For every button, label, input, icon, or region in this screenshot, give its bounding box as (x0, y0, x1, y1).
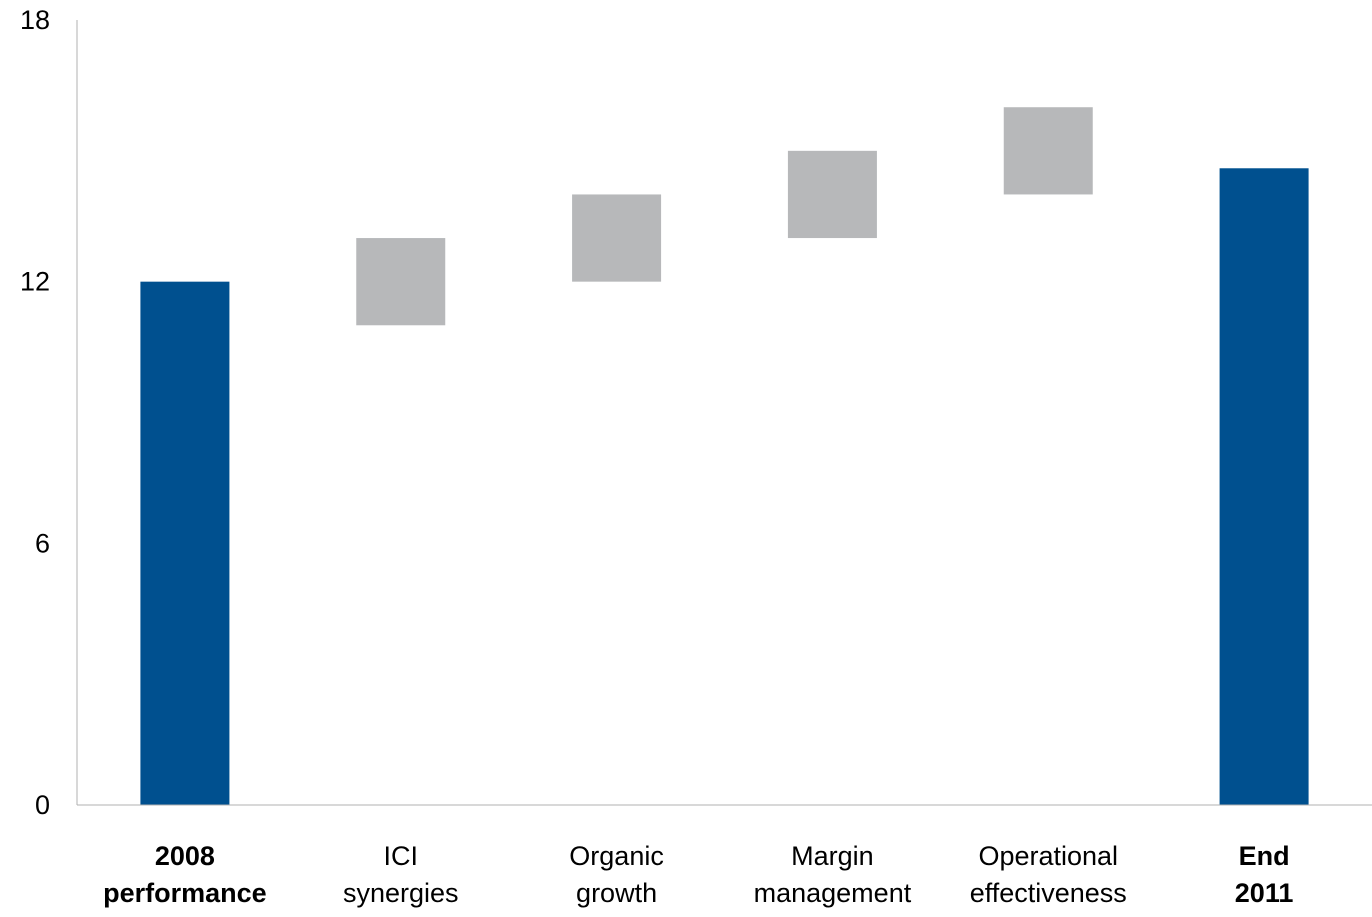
x-category-label: 2008 (155, 841, 215, 871)
x-category-label: Margin (791, 841, 874, 871)
x-category-label: performance (103, 878, 267, 908)
y-tick-label: 0 (35, 790, 50, 820)
x-category-label: Operational (978, 841, 1118, 871)
x-category-label: management (754, 878, 912, 908)
total-bar (1219, 168, 1309, 805)
y-tick-label: 12 (20, 267, 50, 297)
step-bar (1003, 107, 1093, 195)
x-category-label: 2011 (1235, 878, 1294, 908)
step-bar (356, 238, 446, 326)
x-category-label: Organic (569, 841, 664, 871)
x-category-label: ICI (383, 841, 418, 871)
step-bar (787, 150, 877, 239)
step-bar (572, 194, 662, 282)
x-axis-labels: 2008 performance ICI synergies Organic growth… (103, 841, 1293, 908)
total-bar (140, 281, 230, 806)
bars (140, 107, 1309, 806)
x-category-label: effectiveness (970, 878, 1127, 908)
x-category-label: growth (576, 878, 657, 908)
x-category-label: synergies (343, 878, 459, 908)
y-axis-ticks: 0 6 12 18 (20, 5, 50, 820)
x-category-label: End (1239, 841, 1290, 871)
y-tick-label: 6 (35, 528, 50, 558)
axes (76, 20, 1372, 806)
y-tick-label: 18 (20, 5, 50, 35)
